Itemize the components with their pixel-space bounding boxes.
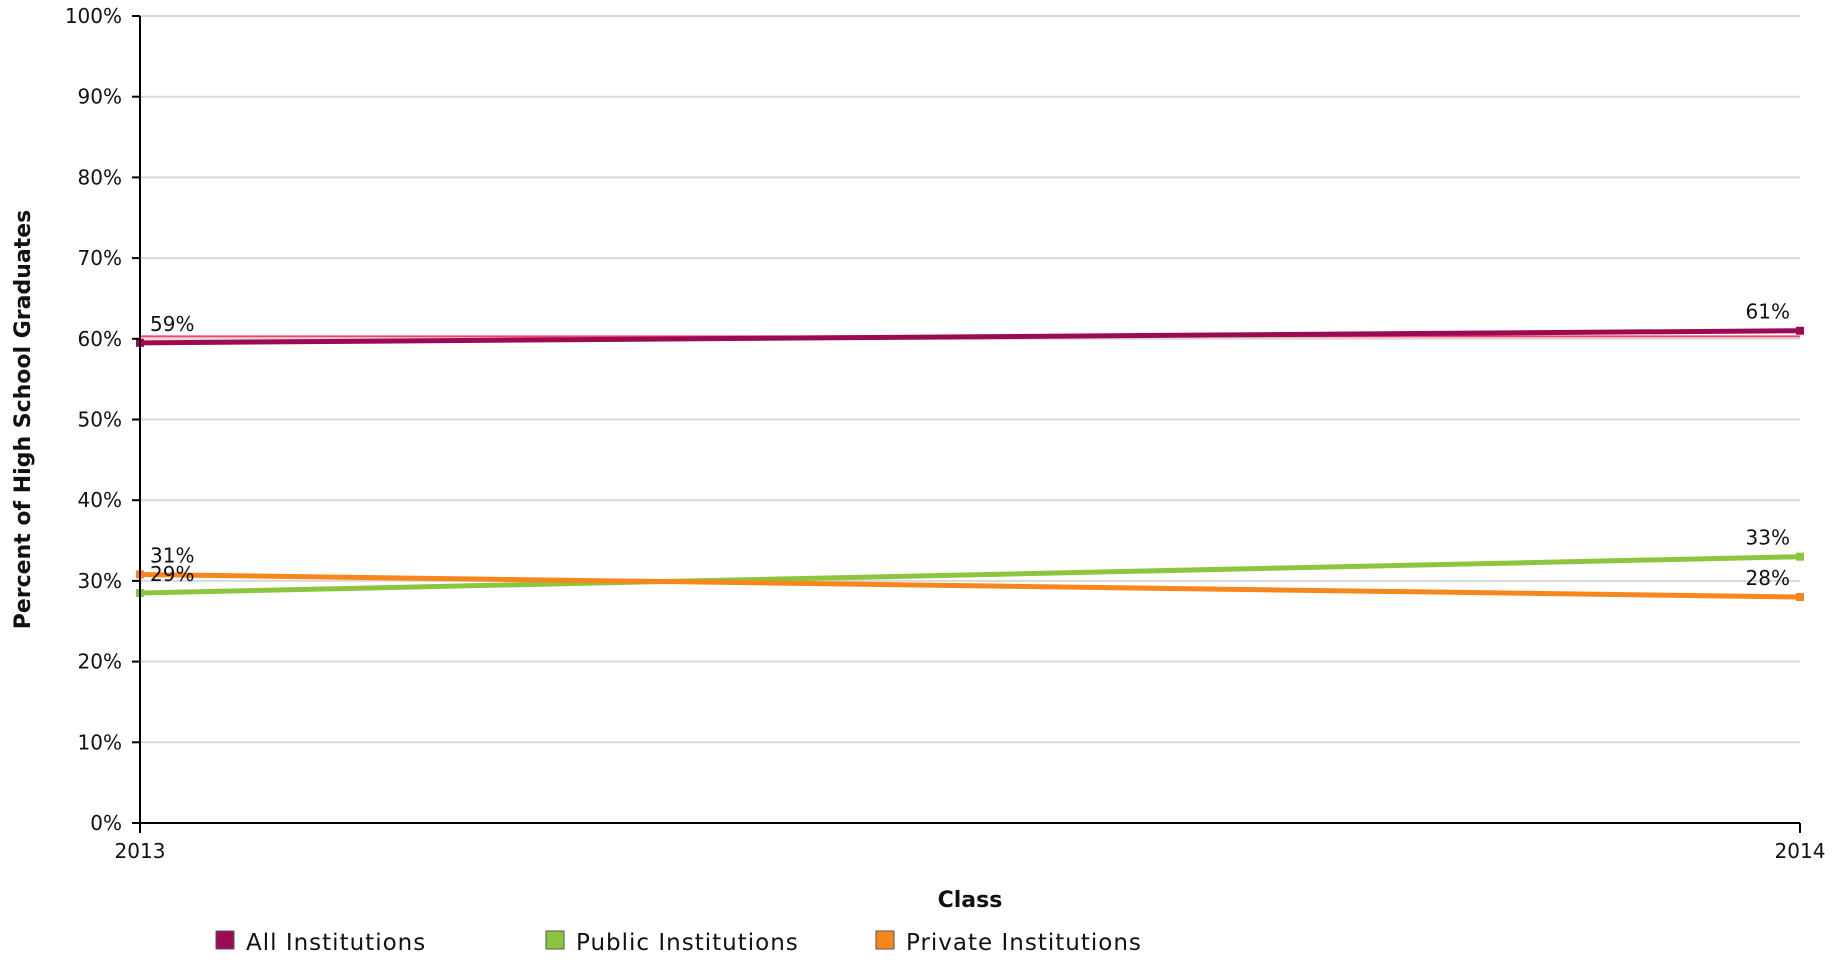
data-label: 29% (150, 562, 194, 586)
gridlines (140, 15, 1800, 744)
series-layer (136, 326, 1804, 602)
y-tick-label: 60% (78, 327, 122, 351)
y-tick-label: 70% (78, 246, 122, 270)
legend-label-public: Public Institutions (576, 930, 799, 956)
legend-swatch-private (875, 930, 895, 950)
legend-label-private: Private Institutions (906, 930, 1142, 956)
series-line-0 (139, 328, 1801, 346)
series-point (1796, 326, 1804, 335)
y-tick-label: 20% (78, 650, 122, 674)
data-label: 59% (150, 312, 194, 336)
legend-swatch-public (545, 930, 565, 950)
x-axis-title: Class (938, 888, 1003, 913)
y-axis-title: Percent of High School Graduates (11, 210, 36, 630)
y-tick-label: 50% (78, 408, 122, 432)
x-tick-label: 2014 (1775, 839, 1826, 863)
data-label: 31% (150, 543, 194, 567)
series-point (1796, 552, 1804, 561)
series-line-1 (139, 554, 1801, 596)
legend-item-public[interactable]: Public Institutions (545, 930, 799, 956)
legend: All Institutions Public Institutions Pri… (215, 930, 1142, 956)
data-labels: 59% 61% 29% 33% 31% 28% (150, 300, 1790, 590)
y-tick-label: 0% (90, 811, 122, 835)
legend-swatch-all (215, 930, 235, 950)
legend-label-all: All Institutions (246, 930, 426, 956)
axes: 0% 10% 20% 30% 40% 50% 60% 70% 80% 90% 100% 2013 201… (65, 4, 1826, 863)
series-point (1796, 593, 1804, 602)
y-tick-label: 30% (78, 569, 122, 593)
series-line-2 (139, 571, 1801, 600)
legend-item-private[interactable]: Private Institutions (875, 930, 1142, 956)
data-label: 61% (1746, 300, 1790, 324)
x-tick-label: 2013 (115, 839, 166, 863)
data-label: 33% (1746, 526, 1790, 550)
data-label: 28% (1746, 566, 1790, 590)
y-tick-label: 80% (78, 165, 122, 189)
y-tick-label: 100% (65, 4, 122, 28)
y-tick-label: 40% (78, 488, 122, 512)
legend-item-all[interactable]: All Institutions (215, 930, 426, 956)
y-tick-label: 10% (78, 730, 122, 754)
y-tick-label: 90% (78, 85, 122, 109)
